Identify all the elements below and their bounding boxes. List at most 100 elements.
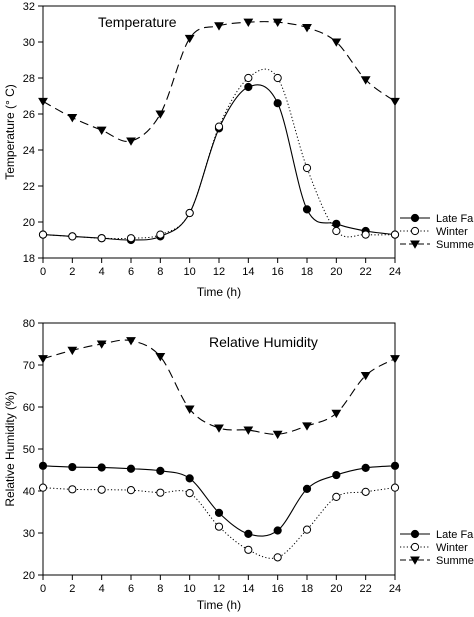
temperature-data-point-winter	[126, 234, 136, 243]
temperature-chart-title: Temperature	[98, 14, 177, 30]
temperature-data-point-winter	[390, 230, 400, 239]
temperature-x-tick-label: 4	[99, 266, 105, 278]
humidity-data-point-late-fall	[332, 470, 341, 480]
temperature-data-point-winter	[244, 73, 253, 83]
humidity-data-point-late-fall	[361, 463, 370, 472]
temperature-data-point-summer	[390, 97, 400, 107]
temperature-data-point-late-fall	[302, 205, 312, 214]
temperature-y-axis-label: Temperature (° C)	[3, 84, 17, 180]
temperature-y-tick-label: 30	[23, 37, 35, 49]
humidity-y-tick-label: 30	[23, 528, 35, 540]
humidity-y-tick-label: 60	[23, 402, 35, 414]
legend-marker-late-fall	[410, 213, 420, 223]
temperature-data-point-summer	[126, 137, 136, 146]
humidity-data-point-winter	[214, 522, 224, 531]
temperature-data-point-winter	[273, 73, 282, 83]
humidity-data-point-winter	[156, 488, 165, 497]
temperature-data-point-summer	[214, 22, 224, 31]
humidity-data-point-winter	[244, 545, 253, 554]
temperature-data-point-summer	[38, 97, 48, 107]
temperature-data-point-summer	[272, 18, 283, 27]
humidity-data-point-winter	[302, 525, 312, 534]
temperature-data-point-winter	[361, 230, 370, 239]
humidity-data-point-late-fall	[126, 464, 136, 473]
humidity-data-point-late-fall	[214, 508, 224, 517]
temperature-data-point-summer	[184, 34, 195, 44]
humidity-x-tick-label: 10	[184, 583, 196, 595]
temperature-x-tick-label: 2	[69, 266, 75, 278]
humidity-data-point-summer	[38, 355, 48, 364]
humidity-data-point-late-fall	[390, 461, 400, 470]
temperature-data-point-winter	[68, 232, 77, 241]
humidity-data-point-summer	[272, 430, 283, 440]
temperature-data-point-late-fall	[244, 82, 253, 92]
humidity-x-tick-label: 2	[69, 583, 75, 595]
temperature-data-point-summer	[331, 38, 342, 47]
humidity-data-point-summer	[214, 424, 224, 433]
humidity-data-point-summer	[331, 409, 342, 419]
legend-label-winter: Winter	[436, 226, 468, 238]
humidity-data-point-summer	[126, 337, 136, 346]
humidity-data-point-late-fall	[185, 474, 194, 483]
humidity-data-point-winter	[273, 553, 282, 562]
temperature-data-point-late-fall	[273, 99, 282, 108]
legend-label-late-fall: Late Fall	[436, 213, 474, 225]
temperature-x-tick-label: 20	[330, 266, 342, 278]
legend-label-summer: Summer	[436, 239, 474, 251]
temperature-x-tick-label: 16	[272, 266, 284, 278]
humidity-data-point-late-fall	[244, 529, 253, 538]
humidity-data-point-summer	[243, 426, 254, 435]
legend-marker-late-fall	[410, 529, 420, 539]
humidity-data-point-winter	[38, 483, 48, 492]
temperature-x-tick-label: 0	[40, 266, 46, 278]
temperature-data-point-summer	[302, 24, 312, 33]
temperature-data-point-late-fall	[332, 219, 341, 228]
legend-marker-summer	[410, 240, 420, 249]
humidity-y-tick-label: 40	[23, 486, 35, 498]
relative-humidity-chart: 0 2 4 6 8 10 12 14 16 18 20 22 2420304050607080Time …	[3, 318, 474, 612]
humidity-data-point-summer	[302, 422, 312, 431]
humidity-data-point-summer	[184, 405, 195, 414]
humidity-data-point-summer	[390, 355, 400, 364]
temperature-data-point-summer	[67, 114, 78, 123]
temperature-series-line-late-fall	[42, 84, 396, 241]
temperature-x-tick-label: 14	[242, 266, 254, 278]
humidity-data-point-winter	[390, 483, 400, 492]
legend-marker-winter	[410, 542, 420, 552]
temperature-y-tick-label: 28	[23, 73, 35, 85]
temperature-data-point-winter	[332, 226, 341, 236]
humidity-x-tick-label: 20	[330, 583, 342, 595]
temperature-data-point-summer	[155, 110, 166, 119]
temperature-data-point-summer	[243, 18, 254, 27]
humidity-data-point-late-fall	[68, 462, 77, 472]
temperature-data-point-summer	[360, 76, 371, 85]
temperature-x-axis-label: Time (h)	[197, 285, 241, 299]
humidity-data-point-winter	[332, 492, 341, 501]
humidity-y-tick-label: 20	[23, 570, 35, 582]
temperature-x-tick-label: 10	[184, 266, 196, 278]
temperature-data-point-winter	[302, 163, 312, 173]
humidity-x-tick-label: 4	[99, 583, 105, 595]
humidity-x-tick-label: 12	[213, 583, 225, 595]
temperature-x-tick-label: 12	[213, 266, 225, 278]
humidity-x-axis-label: Time (h)	[197, 598, 241, 612]
humidity-data-point-late-fall	[38, 461, 48, 470]
humidity-x-tick-label: 24	[389, 583, 401, 595]
temperature-y-tick-label: 18	[23, 253, 35, 265]
temperature-data-point-winter	[185, 208, 194, 218]
temperature-x-tick-label: 24	[389, 266, 401, 278]
temperature-chart: 0 2 4 6 8 10 12 14 16 18 20 22 241820222426283032Tim…	[3, 1, 474, 299]
temperature-data-point-winter	[97, 234, 106, 243]
legend-label-late-fall: Late Fall	[436, 529, 474, 541]
temperature-data-point-summer	[96, 126, 107, 135]
humidity-data-point-late-fall	[156, 466, 165, 475]
humidity-data-point-late-fall	[273, 526, 282, 535]
temperature-y-tick-label: 24	[23, 145, 35, 157]
humidity-data-point-winter	[68, 485, 77, 494]
temperature-data-point-winter	[156, 230, 165, 239]
humidity-data-point-late-fall	[97, 463, 106, 472]
legend-marker-winter	[410, 226, 420, 236]
humidity-data-point-winter	[97, 485, 106, 494]
temperature-data-point-winter	[214, 122, 224, 131]
